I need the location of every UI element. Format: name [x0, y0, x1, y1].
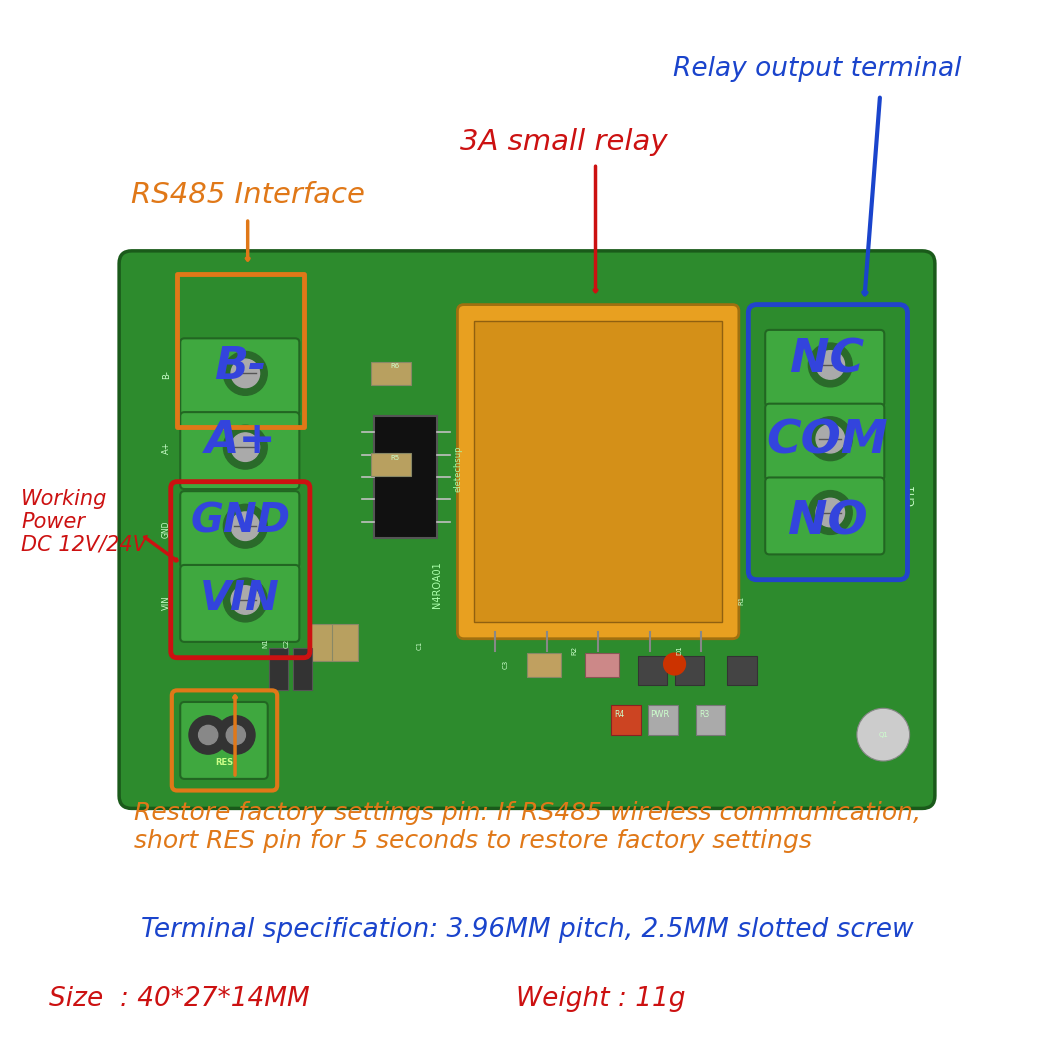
Circle shape: [816, 351, 844, 379]
Text: Q1: Q1: [878, 731, 889, 738]
Text: B-: B-: [162, 370, 171, 378]
Bar: [696, 705, 725, 735]
Text: Relay output terminal: Relay output terminal: [672, 56, 961, 81]
Circle shape: [808, 343, 853, 387]
Bar: [177, 274, 304, 427]
Circle shape: [223, 425, 268, 469]
FancyBboxPatch shape: [119, 251, 935, 808]
Text: N1: N1: [262, 638, 269, 648]
Text: R2: R2: [571, 646, 578, 655]
FancyBboxPatch shape: [765, 404, 884, 481]
Text: VIN: VIN: [200, 579, 280, 619]
Circle shape: [223, 504, 268, 548]
Circle shape: [223, 351, 268, 395]
Text: B-: B-: [214, 346, 267, 388]
Text: RES: RES: [215, 758, 233, 767]
Text: COM: COM: [766, 418, 889, 463]
Bar: [611, 705, 641, 735]
Circle shape: [217, 716, 255, 754]
Bar: [648, 705, 678, 735]
Text: C2: C2: [284, 639, 290, 647]
Bar: [638, 656, 667, 685]
Text: 3A small relay: 3A small relay: [461, 129, 667, 156]
Text: GND: GND: [162, 521, 171, 538]
Circle shape: [816, 425, 844, 453]
FancyBboxPatch shape: [765, 330, 884, 407]
Text: N4ROA01: N4ROA01: [432, 562, 443, 608]
Bar: [332, 624, 358, 661]
Circle shape: [223, 578, 268, 622]
Text: eletechsup: eletechsup: [454, 446, 463, 492]
Text: C1: C1: [416, 641, 423, 649]
Text: R5: R5: [391, 455, 399, 462]
FancyBboxPatch shape: [457, 305, 739, 639]
Bar: [371, 453, 411, 476]
Circle shape: [231, 512, 259, 541]
Text: RS485 Interface: RS485 Interface: [131, 181, 365, 209]
Text: Weight : 11g: Weight : 11g: [516, 987, 685, 1012]
Bar: [308, 624, 334, 661]
Circle shape: [231, 359, 259, 388]
Text: NO: NO: [787, 500, 867, 544]
Text: R6: R6: [391, 363, 399, 369]
Circle shape: [857, 708, 910, 761]
Text: R3: R3: [699, 710, 709, 719]
Circle shape: [231, 586, 259, 614]
FancyBboxPatch shape: [180, 412, 299, 489]
Circle shape: [231, 433, 259, 462]
Text: Working
Power
DC 12V/24V: Working Power DC 12V/24V: [21, 489, 147, 554]
Bar: [727, 656, 757, 685]
Bar: [371, 362, 411, 385]
Circle shape: [816, 499, 844, 527]
Bar: [675, 656, 704, 685]
Text: R1: R1: [738, 597, 744, 605]
Text: Size  : 40*27*14MM: Size : 40*27*14MM: [48, 987, 310, 1012]
Text: VIN: VIN: [162, 596, 171, 610]
Text: A+: A+: [162, 442, 171, 454]
Circle shape: [189, 716, 228, 754]
FancyBboxPatch shape: [180, 338, 299, 415]
Circle shape: [227, 725, 246, 744]
Text: CH1: CH1: [906, 485, 917, 506]
FancyBboxPatch shape: [180, 702, 268, 779]
Circle shape: [808, 416, 853, 461]
Circle shape: [663, 652, 686, 676]
Text: C3: C3: [503, 660, 509, 668]
FancyBboxPatch shape: [180, 491, 299, 568]
Text: GND: GND: [191, 502, 290, 542]
Bar: [293, 648, 312, 690]
Text: Terminal specification: 3.96MM pitch, 2.5MM slotted screw: Terminal specification: 3.96MM pitch, 2.…: [140, 917, 914, 942]
Text: Restore factory settings pin: If RS485 wireless communication,
short RES pin for: Restore factory settings pin: If RS485 w…: [134, 801, 920, 854]
Bar: [269, 648, 288, 690]
FancyBboxPatch shape: [180, 565, 299, 642]
Text: NC: NC: [790, 338, 864, 383]
FancyBboxPatch shape: [765, 477, 884, 554]
Bar: [474, 321, 722, 622]
Text: R4: R4: [614, 710, 625, 719]
Bar: [374, 416, 437, 538]
Text: D1: D1: [677, 645, 683, 656]
Bar: [585, 653, 619, 677]
Bar: [527, 653, 561, 677]
Text: PWR: PWR: [650, 710, 669, 719]
Text: A+: A+: [204, 419, 276, 462]
Circle shape: [198, 725, 218, 744]
Circle shape: [808, 490, 853, 534]
